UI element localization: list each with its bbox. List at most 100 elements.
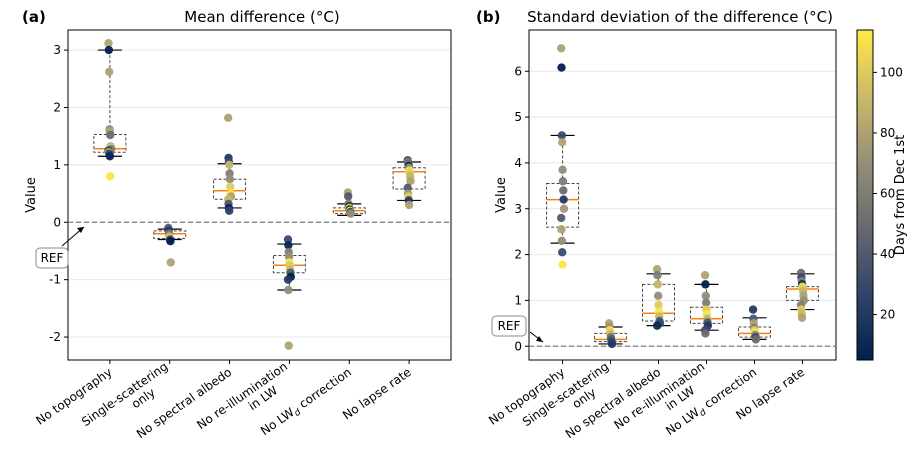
data-point bbox=[225, 206, 234, 215]
data-point bbox=[166, 258, 175, 267]
panel-b-boxes bbox=[546, 134, 819, 345]
x-tick-label: Single-scatteringonly bbox=[79, 359, 178, 440]
data-point bbox=[283, 275, 293, 284]
data-point bbox=[653, 280, 663, 289]
data-point bbox=[559, 195, 568, 204]
panel-a-y-label: Value bbox=[24, 177, 39, 213]
data-point bbox=[558, 177, 568, 186]
panel-b-title: Standard deviation of the difference (°C… bbox=[527, 8, 833, 26]
data-point bbox=[558, 138, 567, 147]
panel-b-y-label: Value bbox=[494, 177, 509, 213]
data-point bbox=[557, 236, 567, 246]
data-point bbox=[701, 280, 710, 289]
y-tick-label: 6 bbox=[514, 64, 522, 78]
y-tick-label: 3 bbox=[53, 43, 61, 57]
panel-b-axes-frame bbox=[528, 29, 837, 361]
data-point bbox=[284, 285, 293, 295]
box-0 bbox=[93, 49, 127, 157]
data-point bbox=[104, 45, 114, 55]
y-tick-label: -2 bbox=[49, 330, 61, 344]
data-point bbox=[652, 265, 662, 274]
data-point bbox=[654, 300, 663, 310]
panel-b-ref-annotation: REF bbox=[491, 315, 544, 343]
panel-a-y-ticks: -2 -1 0 1 2 3 bbox=[49, 43, 68, 344]
data-point bbox=[346, 209, 355, 218]
y-tick-label: 0 bbox=[514, 339, 522, 353]
panel-a-letter: (a) bbox=[22, 8, 46, 26]
data-point bbox=[557, 63, 566, 72]
data-point bbox=[558, 260, 567, 269]
data-point bbox=[225, 175, 235, 184]
colorbar-tick-label: 100 bbox=[880, 65, 903, 79]
data-point bbox=[556, 44, 566, 53]
panel-a-axes-frame bbox=[67, 29, 452, 361]
data-point bbox=[344, 192, 353, 201]
panel-b-ref-arrowhead bbox=[536, 336, 543, 342]
panel-a-ref-annotation: REF bbox=[35, 226, 85, 269]
colorbar-ticks: 20 40 60 80 100 bbox=[873, 65, 903, 322]
data-point bbox=[223, 113, 233, 123]
y-tick-label: 3 bbox=[514, 202, 522, 216]
y-tick-label: 0 bbox=[53, 215, 61, 229]
data-point bbox=[104, 39, 113, 48]
data-point bbox=[225, 160, 234, 170]
data-point bbox=[226, 182, 235, 191]
data-point bbox=[406, 176, 415, 186]
data-point bbox=[700, 271, 710, 280]
y-tick-label: -1 bbox=[49, 273, 61, 287]
panel-a-points bbox=[104, 39, 415, 350]
panel-a-title: Mean difference (°C) bbox=[184, 8, 339, 26]
y-tick-label: 5 bbox=[514, 110, 522, 124]
data-point bbox=[557, 225, 566, 234]
data-point bbox=[284, 241, 293, 250]
x-tick-label-part: No LW bbox=[258, 405, 297, 438]
colorbar-tick-label: 80 bbox=[880, 126, 895, 140]
data-point bbox=[556, 213, 566, 223]
data-point bbox=[105, 152, 115, 161]
y-tick-label: 4 bbox=[514, 156, 522, 170]
panel-a-ref-arrowhead bbox=[77, 227, 84, 233]
x-tick-label-subscript: d bbox=[698, 407, 709, 419]
data-point bbox=[607, 339, 617, 349]
colorbar-tick-label: 20 bbox=[880, 308, 895, 322]
data-point bbox=[797, 313, 807, 323]
y-tick-label: 1 bbox=[514, 293, 522, 307]
panel-b-grid bbox=[529, 70, 836, 347]
data-point bbox=[559, 186, 568, 195]
panel-b-points bbox=[556, 44, 809, 349]
data-point bbox=[104, 67, 114, 77]
data-point bbox=[558, 165, 567, 174]
x-tick-label-part: correction bbox=[293, 365, 354, 413]
panel-b: (b) Standard deviation of the difference… bbox=[476, 8, 837, 441]
data-point bbox=[652, 321, 662, 330]
y-tick-label: 2 bbox=[53, 100, 61, 114]
panel-b-y-ticks: 0 1 2 3 4 5 6 bbox=[514, 64, 529, 353]
colorbar-tick-label: 40 bbox=[880, 247, 895, 261]
colorbar: 20 40 60 80 100 Days from Dec 1st bbox=[856, 29, 908, 361]
data-point bbox=[653, 291, 663, 301]
data-point bbox=[558, 248, 567, 257]
data-point bbox=[166, 237, 175, 246]
data-point bbox=[701, 329, 710, 338]
colorbar-gradient bbox=[856, 29, 874, 361]
data-point bbox=[106, 172, 115, 181]
x-tick-label-subscript: d bbox=[293, 407, 304, 419]
panel-b-ref-label: REF bbox=[498, 319, 521, 333]
panel-a-ref-box bbox=[35, 247, 69, 269]
data-point bbox=[106, 130, 115, 140]
panel-a-ref-label: REF bbox=[41, 251, 64, 265]
x-tick-label: No re-illuminationin LW bbox=[194, 359, 298, 443]
data-point bbox=[751, 335, 761, 344]
y-tick-label: 2 bbox=[514, 248, 522, 262]
data-point bbox=[653, 271, 662, 280]
data-point bbox=[748, 305, 758, 314]
data-point bbox=[404, 200, 414, 210]
panel-a-grid bbox=[68, 49, 451, 338]
panel-a: (a) Mean difference (°C) -2 -1 0 1 2 3 No top… bbox=[22, 8, 452, 443]
data-point bbox=[701, 291, 710, 301]
panel-b-ref-box bbox=[491, 315, 527, 337]
data-point bbox=[701, 298, 711, 307]
data-point bbox=[559, 204, 569, 213]
